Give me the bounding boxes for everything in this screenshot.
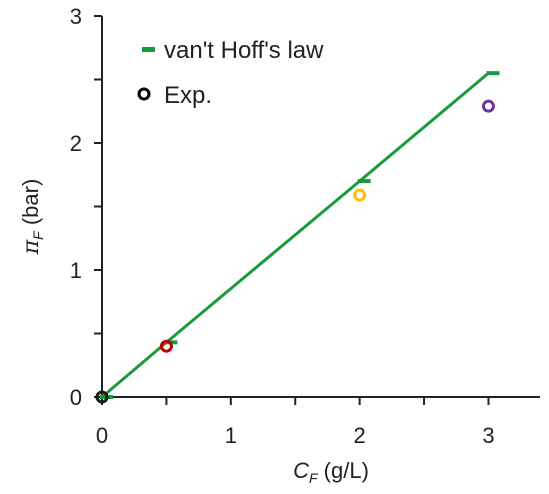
y-tick-label: 3 [70, 4, 82, 29]
y-tick-label: 2 [70, 131, 82, 156]
legend-exp-marker [137, 87, 151, 101]
exp-point [95, 390, 109, 404]
legend-law-marker [142, 47, 155, 52]
y-tick-label: 1 [70, 258, 82, 283]
legend: van't Hoff's law Exp. [137, 37, 324, 109]
exp-point [481, 99, 495, 113]
y-tick-label: 0 [70, 385, 82, 410]
law-line [101, 72, 490, 399]
x-tick-label: 3 [482, 423, 494, 448]
exp-point [159, 339, 173, 353]
plot-area [95, 71, 500, 404]
legend-law-label: van't Hoff's law [164, 37, 324, 64]
x-tick-label: 2 [354, 423, 366, 448]
law-marker [486, 71, 500, 76]
exp-point [353, 188, 367, 202]
law-marker [357, 179, 371, 184]
y-axis-title: πF (bar) [18, 179, 46, 256]
x-axis-title: CF (g/L) [293, 458, 369, 486]
legend-exp-label: Exp. [164, 82, 212, 109]
x-tick-label: 1 [225, 423, 237, 448]
axes: 0 1 2 3 0 1 2 3 CF (g/L) πF (bar) [18, 4, 540, 486]
x-tick-label: 0 [96, 423, 108, 448]
